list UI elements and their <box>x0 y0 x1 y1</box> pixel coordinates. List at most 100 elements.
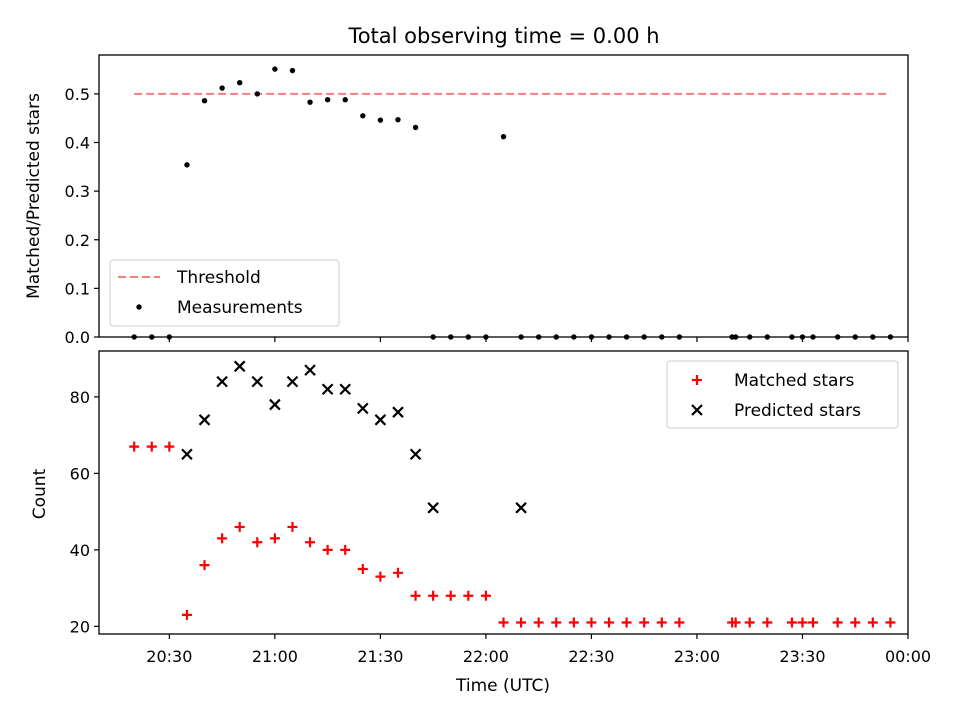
x-tick-label: 21:30 <box>357 647 403 666</box>
measurement-point <box>623 334 630 340</box>
predicted-star-point <box>427 502 439 514</box>
y-tick-label: 0.0 <box>65 328 90 347</box>
measurement-point <box>834 334 841 340</box>
x-tick-label: 22:30 <box>568 647 614 666</box>
bottom-y-axis-label: Count <box>30 468 50 519</box>
matched-star-point <box>832 617 843 628</box>
measurement-point <box>789 334 795 340</box>
matched-star-point <box>305 537 316 548</box>
measurement-point <box>289 67 296 74</box>
x-tick-label: 21:00 <box>252 647 298 666</box>
matched-star-point <box>604 617 615 628</box>
measurement-point <box>553 334 559 340</box>
measurement-point <box>149 334 155 340</box>
measurement-point <box>606 334 612 340</box>
x-tick-label: 22:00 <box>463 647 509 666</box>
measurement-point <box>852 334 858 340</box>
legend-series-label: Predicted stars <box>734 401 861 421</box>
matched-star-point <box>808 617 819 628</box>
measurement-point <box>676 334 683 340</box>
measurement-point <box>412 124 419 131</box>
measurement-point <box>659 334 665 340</box>
measurement-point <box>810 334 816 340</box>
matched-star-point <box>744 617 755 628</box>
legend-top: Threshold Measurements <box>109 259 340 327</box>
matched-star-point <box>129 441 140 452</box>
measurement-point <box>360 113 366 119</box>
measurement-point <box>377 117 384 123</box>
y-tick-label: 0.2 <box>65 231 90 250</box>
matched-star-point <box>516 617 527 628</box>
series-predicted-stars <box>181 360 527 514</box>
predicted-star-point <box>357 402 369 415</box>
predicted-star-point <box>339 383 351 396</box>
matched-star-point <box>797 617 808 628</box>
predicted-star-point <box>392 406 404 418</box>
predicted-star-point <box>409 448 422 461</box>
measurement-point <box>272 66 278 72</box>
y-tick-label: 40 <box>70 541 90 560</box>
matched-star-point <box>252 537 263 548</box>
matched-star-point <box>357 563 368 574</box>
measurement-point <box>166 334 173 340</box>
measurement-point <box>184 162 190 168</box>
matched-star-point <box>181 609 192 620</box>
matched-star-point <box>498 617 509 628</box>
legend-box <box>666 360 899 429</box>
matched-star-point <box>480 590 491 601</box>
plot-frame <box>98 54 909 338</box>
y-tick-label: 0.3 <box>65 182 90 201</box>
plot-frame <box>98 350 909 635</box>
matched-star-point <box>533 617 544 628</box>
predicted-star-point <box>321 383 334 396</box>
matched-star-point <box>428 590 439 601</box>
x-tick-label: 23:30 <box>779 647 825 666</box>
matched-star-point <box>269 533 280 544</box>
matched-star-point <box>164 441 175 452</box>
x-tick-label: 23:00 <box>674 647 720 666</box>
measurement-point <box>747 334 753 340</box>
matched-star-point <box>639 617 650 628</box>
matched-star-point <box>674 617 685 628</box>
x-tick-label: 20:30 <box>146 647 192 666</box>
measurement-point <box>799 334 806 340</box>
measurement-point <box>201 98 208 104</box>
matched-star-point <box>410 590 421 601</box>
predicted-star-point <box>251 375 264 388</box>
x-axis-label: Time (UTC) <box>455 676 550 696</box>
matched-star-point <box>445 590 456 601</box>
predicted-star-point <box>233 360 246 373</box>
measurement-point <box>641 334 647 340</box>
measurement-point <box>254 91 260 97</box>
matched-star-point <box>867 617 878 628</box>
matched-star-point <box>730 617 741 628</box>
y-tick-label: 60 <box>70 464 90 483</box>
measurement-point <box>324 97 331 103</box>
predicted-star-point <box>515 502 527 514</box>
matched-star-point <box>463 590 474 601</box>
matched-star-point <box>340 544 351 555</box>
matched-star-point <box>568 617 579 628</box>
y-tick-label: 0.1 <box>65 279 90 298</box>
measurement-point <box>342 97 348 103</box>
matched-star-point <box>322 544 333 555</box>
bottom-panel: 20 40 60 80 20:30 21:00 21:30 22:00 22:30 23:00 23… <box>70 350 931 666</box>
measurement-point <box>518 334 524 340</box>
y-tick-label: 20 <box>70 617 90 636</box>
matched-star-point <box>762 617 773 628</box>
matched-star-point <box>551 617 562 628</box>
matched-star-point <box>786 617 797 628</box>
legend-matched-swatch <box>692 375 702 385</box>
series-measurements <box>131 66 894 340</box>
top-panel: 0.0 0.1 0.2 0.3 0.4 0.5 Threshold Measurements <box>65 54 909 347</box>
matched-star-point <box>656 617 667 628</box>
y-tick-label: 80 <box>70 388 90 407</box>
predicted-star-point <box>198 414 211 426</box>
measurement-point <box>887 334 894 340</box>
matched-star-point <box>146 441 157 452</box>
matched-star-point <box>199 560 210 571</box>
matched-star-point <box>885 617 896 628</box>
series-matched-stars <box>129 441 896 628</box>
y-tick-label: 0.4 <box>65 134 90 153</box>
